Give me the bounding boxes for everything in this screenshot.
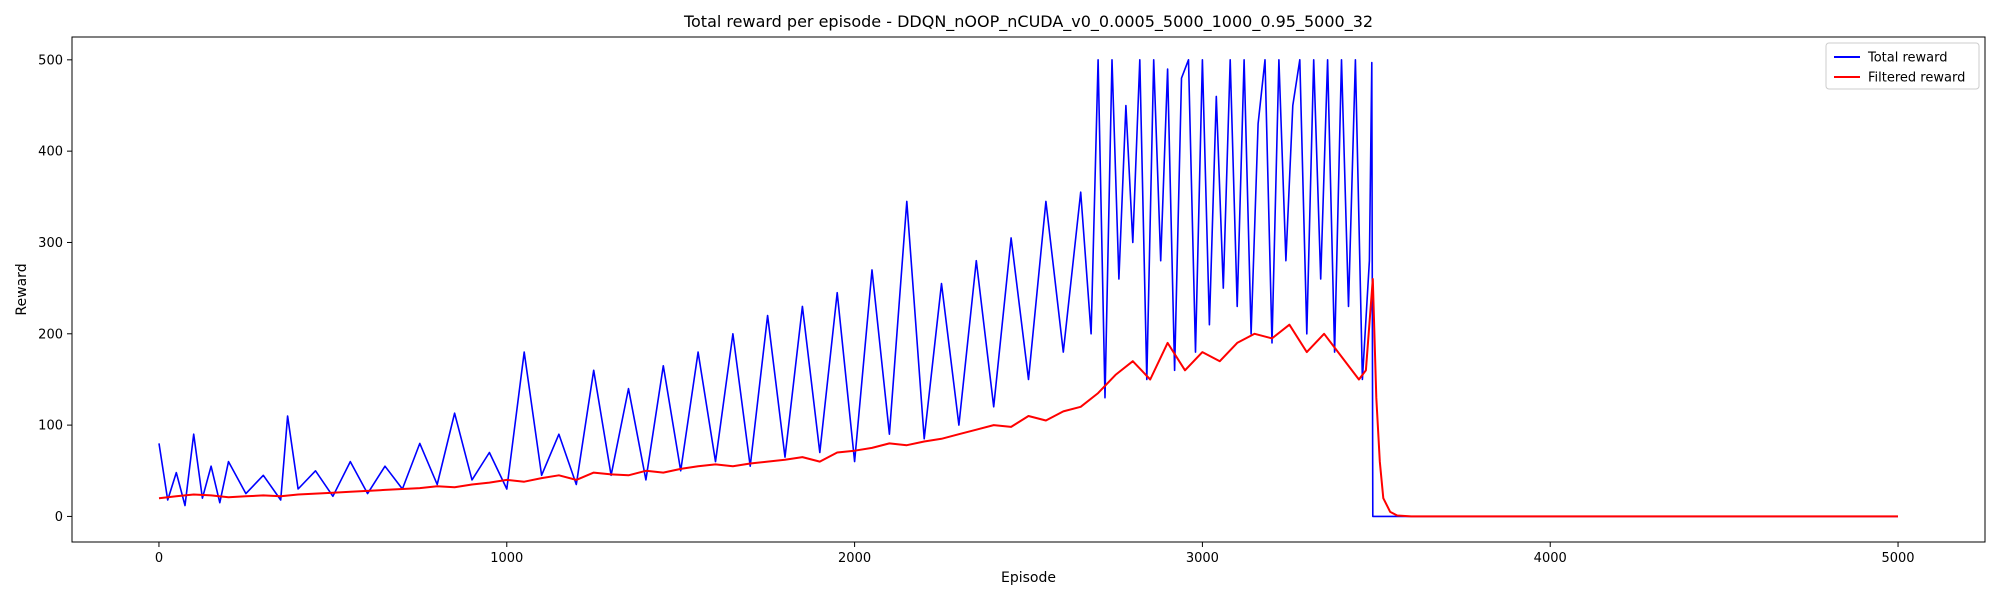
x-tick-label: 1000 bbox=[490, 551, 523, 566]
legend-label: Total reward bbox=[1867, 51, 1948, 66]
series-line-filtered-reward bbox=[158, 278, 1898, 518]
x-axis-title: Episode bbox=[1001, 570, 1056, 586]
legend-box bbox=[1825, 42, 1980, 90]
legend: Total reward Filtered reward bbox=[1825, 42, 1980, 90]
plot-area bbox=[158, 58, 1898, 518]
y-tick-label: 500 bbox=[38, 53, 63, 68]
y-tick-label: 200 bbox=[38, 327, 63, 342]
legend-label: Filtered reward bbox=[1868, 71, 1965, 86]
x-tick-label: 4000 bbox=[1534, 551, 1567, 566]
y-tick-label: 100 bbox=[38, 419, 63, 434]
y-tick-label: 300 bbox=[38, 236, 63, 251]
chart-title: Total reward per episode - DDQN_nOOP_nCU… bbox=[683, 12, 1373, 32]
y-axis-title: Reward bbox=[14, 263, 30, 315]
plot-frame bbox=[71, 36, 1986, 543]
x-tick-label: 3000 bbox=[1186, 551, 1219, 566]
y-tick-label: 0 bbox=[55, 510, 63, 525]
x-tick-label: 2000 bbox=[838, 551, 871, 566]
y-axis: 0 100 200 300 400 500 bbox=[38, 53, 72, 525]
x-axis: 0 1000 2000 3000 4000 5000 bbox=[155, 542, 1915, 566]
x-tick-label: 5000 bbox=[1881, 551, 1914, 566]
y-tick-label: 400 bbox=[38, 145, 63, 160]
x-tick-label: 0 bbox=[155, 551, 163, 566]
series-line-total-reward bbox=[158, 58, 1898, 518]
